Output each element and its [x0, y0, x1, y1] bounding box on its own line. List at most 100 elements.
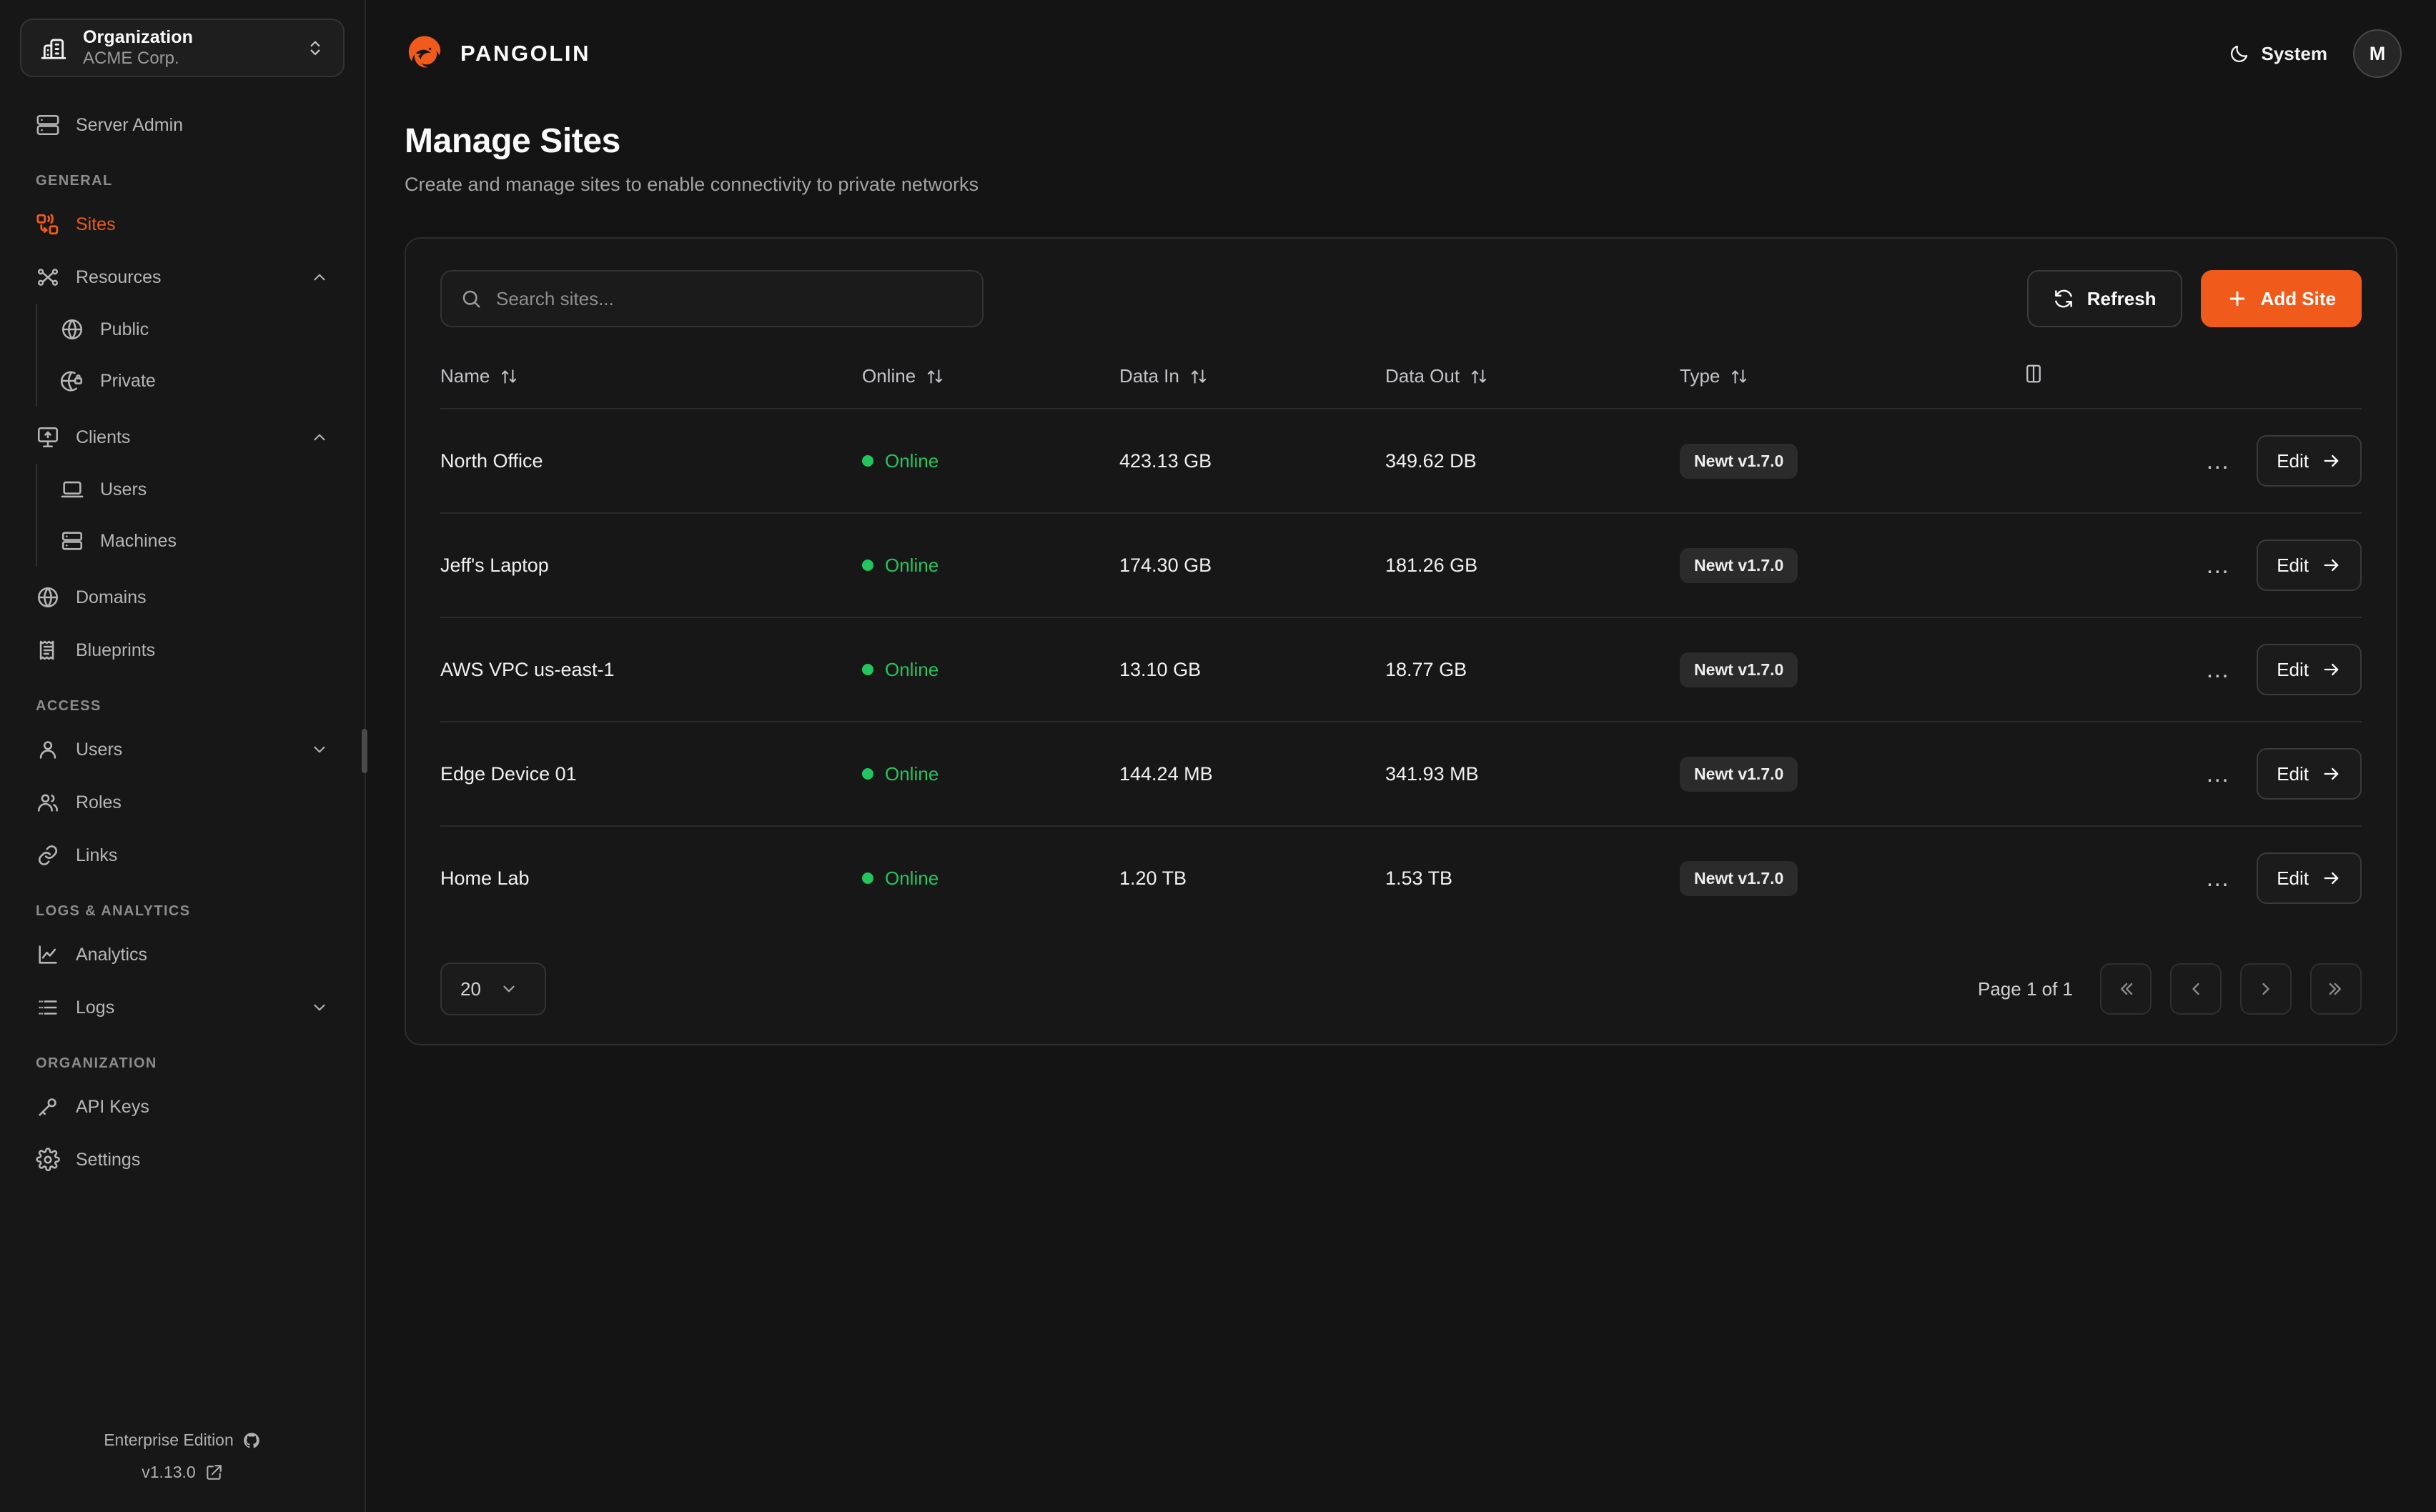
table-row[interactable]: North Office Online 423.13 GB 349.62 DB … [440, 408, 2362, 513]
line-chart-icon [36, 942, 60, 967]
refresh-icon [2053, 288, 2074, 309]
cell-data-in: 423.13 GB [1119, 408, 1385, 513]
first-page-button[interactable] [2100, 963, 2152, 1015]
sidebar-item-resources[interactable]: Resources [20, 251, 345, 304]
chevrons-right-icon [2326, 979, 2346, 999]
card-toolbar: Refresh Add Site [440, 270, 2362, 327]
plus-icon [2227, 288, 2248, 309]
edit-button[interactable]: Edit [2257, 539, 2362, 591]
sidebar-item-server-admin[interactable]: Server Admin [20, 99, 345, 151]
chevron-down-icon[interactable] [310, 740, 329, 759]
edit-button[interactable]: Edit [2257, 852, 2362, 904]
prev-page-button[interactable] [2170, 963, 2222, 1015]
globe-icon [60, 317, 84, 342]
column-header-data-out[interactable]: Data Out [1385, 352, 1680, 409]
cell-online: Online [862, 825, 1119, 930]
org-label: Organization [83, 27, 193, 48]
status-label: Online [885, 658, 939, 680]
column-label: Type [1680, 365, 1720, 387]
table-row[interactable]: Home Lab Online 1.20 TB 1.53 TB Newt v1.… [440, 825, 2362, 930]
table-header-row: Name Online [440, 352, 2362, 409]
receipt-icon [36, 638, 60, 662]
chevron-up-icon[interactable] [310, 268, 329, 287]
row-menu-button[interactable]: … [2205, 447, 2232, 474]
add-site-button[interactable]: Add Site [2200, 270, 2362, 327]
cell-name: Jeff's Laptop [440, 512, 862, 617]
search-input[interactable] [496, 287, 964, 310]
avatar[interactable]: M [2353, 29, 2402, 78]
laptop-icon [60, 477, 84, 502]
edit-button[interactable]: Edit [2257, 644, 2362, 695]
sidebar-item-machines[interactable]: Machines [41, 515, 345, 567]
sidebar-item-label: Links [76, 845, 118, 865]
org-switcher[interactable]: Organization ACME Corp. [20, 19, 345, 77]
sidebar-item-blueprints[interactable]: Blueprints [20, 624, 345, 677]
sidebar-item-api-keys[interactable]: API Keys [20, 1080, 345, 1133]
column-header-type[interactable]: Type [1680, 352, 2023, 409]
column-header-name[interactable]: Name [440, 352, 862, 409]
sort-icon [1730, 367, 1748, 386]
edit-button[interactable]: Edit [2257, 435, 2362, 487]
main-content: PANGOLIN System M Manage Sites Create an… [366, 0, 2436, 1512]
column-header-actions [2023, 352, 2362, 409]
row-menu-button[interactable]: … [2205, 865, 2232, 892]
page-size-value: 20 [460, 978, 481, 1000]
sidebar-item-label: Private [100, 370, 156, 391]
edit-button[interactable]: Edit [2257, 748, 2362, 800]
edit-label: Edit [2277, 658, 2309, 680]
table-row[interactable]: Edge Device 01 Online 144.24 MB 341.93 M… [440, 721, 2362, 826]
chevron-down-icon[interactable] [310, 998, 329, 1017]
type-badge: Newt v1.7.0 [1680, 443, 1798, 479]
table-body: North Office Online 423.13 GB 349.62 DB … [440, 408, 2362, 930]
column-header-data-in[interactable]: Data In [1119, 352, 1385, 409]
server-icon [36, 113, 60, 137]
sidebar-item-logs[interactable]: Logs [20, 981, 345, 1034]
table-row[interactable]: Jeff's Laptop Online 174.30 GB 181.26 GB… [440, 512, 2362, 617]
row-menu-button[interactable]: … [2205, 656, 2232, 683]
monitor-up-icon [36, 425, 60, 449]
sidebar-item-clients[interactable]: Clients [20, 411, 345, 464]
sidebar-item-links[interactable]: Links [20, 829, 345, 882]
chevron-left-icon [2186, 979, 2206, 999]
sidebar-item-sites[interactable]: Sites [20, 198, 345, 251]
sidebar-section-organization: ORGANIZATION [36, 1055, 157, 1071]
sidebar-scrollbar[interactable] [362, 729, 367, 773]
users-icon [36, 790, 60, 815]
version-link[interactable]: v1.13.0 [142, 1463, 222, 1482]
sidebar-item-users-clients[interactable]: Users [41, 464, 345, 515]
sort-icon [1189, 367, 1208, 386]
pangolin-logo-icon [405, 34, 445, 74]
chevron-up-icon[interactable] [310, 428, 329, 447]
last-page-button[interactable] [2310, 963, 2362, 1015]
cell-data-out: 181.26 GB [1385, 512, 1680, 617]
sidebar-item-settings[interactable]: Settings [20, 1133, 345, 1186]
page-size-select[interactable]: 20 [440, 963, 546, 1015]
brand[interactable]: PANGOLIN [405, 34, 590, 74]
refresh-button[interactable]: Refresh [2026, 270, 2182, 327]
table-head: Name Online [440, 352, 2362, 409]
sidebar-item-domains[interactable]: Domains [20, 571, 345, 624]
type-badge: Newt v1.7.0 [1680, 756, 1798, 792]
sidebar-item-analytics[interactable]: Analytics [20, 928, 345, 981]
sidebar-item-roles[interactable]: Roles [20, 776, 345, 829]
arrow-right-icon [2322, 868, 2342, 888]
table-row[interactable]: AWS VPC us-east-1 Online 13.10 GB 18.77 … [440, 617, 2362, 722]
row-menu-button[interactable]: … [2205, 760, 2232, 787]
search-box[interactable] [440, 270, 984, 327]
sites-card: Refresh Add Site [405, 237, 2397, 1045]
row-menu-button[interactable]: … [2205, 552, 2232, 579]
theme-toggle[interactable]: System [2229, 42, 2328, 65]
column-header-online[interactable]: Online [862, 352, 1119, 409]
cell-actions: … Edit [2023, 617, 2362, 722]
sidebar-item-users[interactable]: Users [20, 723, 345, 776]
next-page-button[interactable] [2240, 963, 2292, 1015]
server-icon [60, 529, 84, 553]
edition-link[interactable]: Enterprise Edition [104, 1431, 261, 1450]
cell-data-out: 349.62 DB [1385, 408, 1680, 513]
sidebar-item-public[interactable]: Public [41, 304, 345, 355]
type-badge: Newt v1.7.0 [1680, 652, 1798, 687]
cell-data-in: 174.30 GB [1119, 512, 1385, 617]
sidebar-item-private[interactable]: Private [41, 355, 345, 407]
theme-label: System [2261, 42, 2328, 64]
columns-icon[interactable] [2023, 363, 2044, 386]
